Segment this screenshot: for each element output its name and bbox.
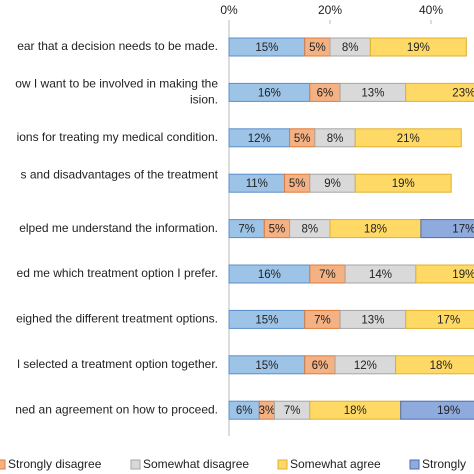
bar-segment	[405, 82, 474, 102]
value-label: 7%	[238, 224, 255, 236]
value-label: 13%	[361, 87, 384, 99]
value-label: 23%	[452, 87, 474, 99]
category-label: ision.	[190, 93, 218, 107]
value-label: 19%	[392, 178, 415, 190]
value-label: 18%	[344, 405, 367, 417]
value-label: 18%	[364, 224, 387, 236]
value-label: 21%	[397, 133, 420, 145]
legend-swatch	[409, 459, 420, 470]
value-label: 19%	[452, 269, 474, 281]
x-tick-label: 0%	[220, 3, 238, 17]
value-label: 3%	[259, 405, 276, 417]
category-label: elped me understand the information.	[19, 221, 218, 235]
value-label: 7%	[319, 269, 336, 281]
value-label: 12%	[354, 360, 377, 372]
bar-segment	[354, 173, 452, 193]
value-label: 9%	[324, 178, 341, 190]
x-tick-label: 20%	[318, 3, 342, 17]
value-label: 19%	[407, 42, 430, 54]
value-label: 5%	[289, 178, 306, 190]
value-label: 15%	[255, 314, 278, 326]
bar-segment	[354, 128, 462, 148]
category-label: s and disadvantages of the treatment	[21, 167, 219, 181]
legend-label: Strongly	[422, 457, 466, 471]
bar-segment	[405, 309, 474, 329]
value-label: 6%	[236, 405, 253, 417]
value-label: 16%	[258, 269, 281, 281]
category-label: eighed the different treatment options.	[16, 312, 218, 326]
legend-swatch	[130, 459, 141, 470]
category-label: ow I want to be involved in making the	[15, 77, 218, 91]
value-label: 12%	[248, 133, 271, 145]
value-label: 18%	[430, 360, 453, 372]
value-label: 5%	[269, 224, 286, 236]
value-label: 11%	[246, 178, 268, 190]
bar-segment	[420, 219, 474, 239]
legend-label: Somewhat disagree	[143, 457, 249, 471]
value-label: 5%	[294, 133, 311, 145]
value-label: 17%	[437, 314, 460, 326]
category-label: ear that a decision needs to be made.	[17, 39, 218, 53]
category-label: l selected a treatment option together.	[17, 357, 218, 371]
value-label: 17%	[452, 224, 474, 236]
value-label: 14%	[369, 269, 392, 281]
value-label: 6%	[317, 87, 334, 99]
legend-label: Strongly disagree	[8, 457, 102, 471]
legend-label: Somewhat agree	[290, 457, 381, 471]
legend-swatch	[0, 459, 6, 470]
value-label: 16%	[258, 87, 281, 99]
bar-segment	[369, 37, 467, 57]
x-tick-label: 40%	[419, 3, 443, 17]
value-label: 15%	[255, 360, 278, 372]
value-label: 7%	[284, 405, 301, 417]
bar-segment	[395, 355, 474, 375]
category-label: ned an agreement on how to proceed.	[15, 402, 218, 416]
bar-segment	[415, 264, 474, 284]
value-label: 5%	[309, 42, 326, 54]
value-label: 15%	[255, 42, 278, 54]
category-label: ions for treating my medical condition.	[17, 130, 218, 144]
value-label: 7%	[314, 314, 331, 326]
value-label: 8%	[342, 42, 359, 54]
bar-segment	[400, 400, 474, 420]
legend-swatch	[277, 459, 288, 470]
value-label: 13%	[361, 314, 384, 326]
category-label: ed me which treatment option I prefer.	[17, 266, 218, 280]
value-label: 8%	[327, 133, 344, 145]
value-label: 6%	[312, 360, 329, 372]
value-label: 19%	[437, 405, 460, 417]
value-label: 8%	[301, 224, 318, 236]
